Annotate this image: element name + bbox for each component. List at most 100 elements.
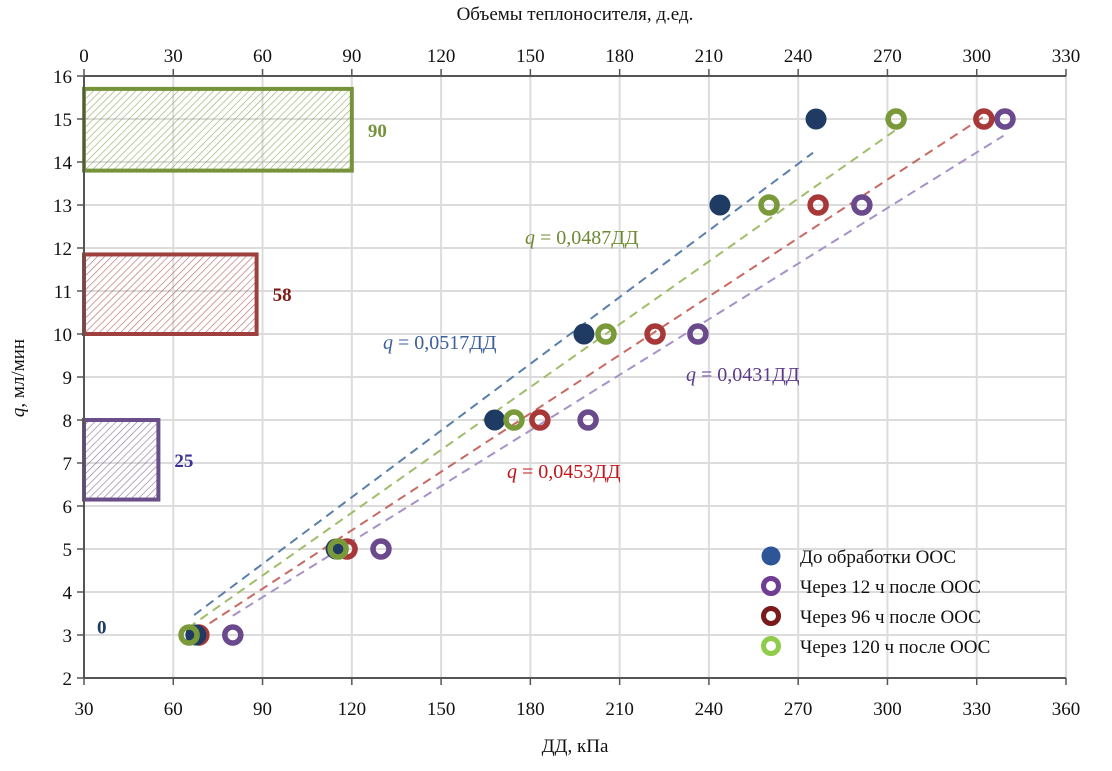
x2-tick-label: 120 [427, 46, 456, 67]
data-point [805, 108, 827, 130]
fit-equation-label: q = 0,0431ДД [686, 364, 800, 386]
data-point [222, 624, 244, 646]
fit-line [193, 151, 814, 616]
fit-equation-label: q = 0,0453ДД [507, 461, 621, 483]
y-tick-label: 8 [63, 411, 73, 432]
y-tick-label: 13 [53, 196, 72, 217]
x2-tick-label: 0 [79, 46, 89, 67]
x-tick-label: 240 [695, 699, 724, 720]
y-tick-label: 12 [53, 239, 72, 260]
x-tick-label: 270 [784, 699, 813, 720]
legend-marker [761, 606, 781, 626]
x2-tick-label: 150 [516, 46, 545, 67]
volume-bar [82, 252, 259, 336]
y-tick-label: 2 [63, 669, 73, 690]
y-tick-label: 6 [63, 497, 73, 518]
y-tick-label: 3 [63, 626, 73, 647]
data-point [644, 323, 666, 345]
data-point [178, 624, 200, 646]
data-point [573, 323, 595, 345]
legend-label: Через 120 ч после ООС [800, 637, 990, 658]
x2-tick-label: 240 [784, 46, 813, 67]
x-tick-label: 210 [605, 699, 634, 720]
y-axis-title: q, мл/мин [8, 339, 29, 417]
eq-rest: = 0,0453ДД [517, 461, 621, 483]
x-tick-label: 330 [962, 699, 991, 720]
x-axis-title: ДД, кПа [542, 736, 609, 757]
x2-tick-label: 300 [962, 46, 991, 67]
data-point [529, 409, 551, 431]
volume-bar [82, 86, 354, 173]
data-point [327, 538, 349, 560]
y-axis-var: q [8, 407, 29, 417]
data-point [503, 409, 525, 431]
x-tick-label: 60 [164, 699, 183, 720]
volume-bar-label: 90 [368, 121, 387, 142]
fit-line [232, 134, 1005, 617]
y-tick-label: 10 [53, 325, 72, 346]
y-tick-label: 15 [53, 110, 72, 131]
fit-line [187, 128, 897, 629]
eq-var: q [525, 227, 535, 249]
x-tick-label: 360 [1052, 699, 1081, 720]
data-point [885, 108, 907, 130]
data-point [370, 538, 392, 560]
data-point [577, 409, 599, 431]
eq-var: q [507, 461, 517, 483]
data-point [973, 108, 995, 130]
volume-bar [82, 418, 161, 502]
data-point [687, 323, 709, 345]
legend: До обработки ООС Через 12 ч после ООС Чере… [761, 546, 990, 658]
data-point [484, 409, 506, 431]
y-tick-label: 4 [63, 583, 73, 604]
legend-label: Через 96 ч после ООС [800, 607, 981, 628]
legend-marker [761, 636, 781, 656]
x2-tick-label: 270 [873, 46, 902, 67]
x-tick-label: 30 [75, 699, 94, 720]
x2-tick-label: 180 [605, 46, 634, 67]
y-tick-label: 5 [63, 540, 73, 561]
x2-tick-label: 30 [164, 46, 183, 67]
data-point [758, 194, 780, 216]
legend-marker [761, 576, 781, 596]
y-axis-unit: , мл/мин [8, 339, 29, 408]
x2-tick-label: 210 [695, 46, 724, 67]
data-point [595, 323, 617, 345]
volume-bar-label: 25 [174, 451, 193, 472]
fit-equation-label: q = 0,0487ДД [525, 227, 639, 249]
data-point [851, 194, 873, 216]
x2-axis-title: Объемы теплоносителя, д.ед. [457, 4, 694, 25]
data-point [709, 194, 731, 216]
data-points [178, 108, 1016, 646]
x-tick-label: 150 [427, 699, 456, 720]
data-point [807, 194, 829, 216]
x2-tick-label: 90 [342, 46, 361, 67]
data-point [994, 108, 1016, 130]
eq-var: q [686, 364, 696, 386]
y-tick-label: 11 [54, 282, 72, 303]
fit-equation-label: q = 0,0517ДД [383, 332, 497, 354]
legend-label: Через 12 ч после ООС [800, 577, 981, 598]
eq-rest: = 0,0487ДД [535, 227, 639, 249]
eq-rest: = 0,0431ДД [696, 364, 800, 386]
x-tick-label: 120 [338, 699, 367, 720]
legend-label: До обработки ООС [800, 547, 956, 568]
x2-tick-label: 60 [253, 46, 272, 67]
y-tick-label: 14 [53, 153, 73, 174]
eq-rest: = 0,0517ДД [393, 332, 497, 354]
x-tick-label: 300 [873, 699, 902, 720]
y-tick-label: 16 [53, 67, 72, 88]
x2-tick-label: 330 [1052, 46, 1081, 67]
volume-bars [82, 86, 354, 502]
eq-var: q [383, 332, 393, 354]
volume-bar-label: 58 [273, 285, 292, 306]
x-tick-label: 180 [516, 699, 545, 720]
volume-bar-label: 0 [97, 617, 107, 638]
legend-marker [761, 546, 781, 566]
x-tick-label: 90 [253, 699, 272, 720]
y-tick-label: 7 [63, 454, 73, 475]
y-tick-label: 9 [63, 368, 73, 389]
